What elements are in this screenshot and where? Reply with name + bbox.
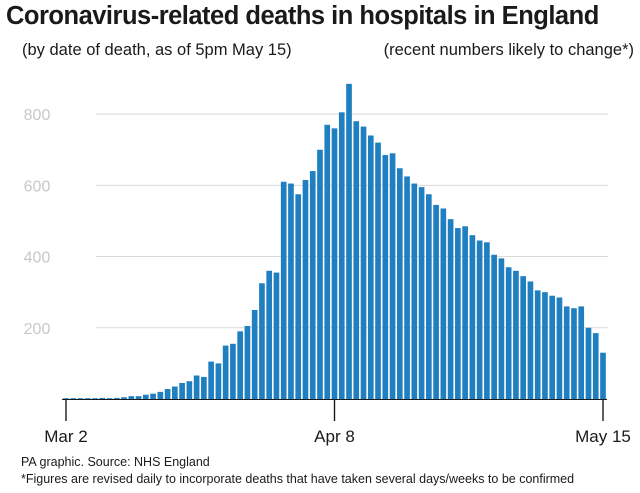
- bar-2020-04-22: [433, 204, 439, 399]
- bar-2020-05-05: [527, 281, 534, 399]
- bar-2020-04-05: [309, 171, 316, 399]
- bar-2020-05-11: [571, 308, 577, 399]
- bar-2020-03-27: [244, 325, 251, 399]
- bar-2020-05-12: [578, 306, 585, 399]
- bar-2020-03-06: [92, 398, 98, 399]
- bar-2020-04-14: [375, 142, 381, 399]
- bar-2020-03-07: [99, 397, 106, 399]
- bar-2020-04-16: [389, 153, 396, 399]
- bar-2020-04-01: [280, 181, 287, 399]
- bar-2020-04-30: [491, 254, 497, 399]
- bar-2020-03-30: [266, 270, 273, 399]
- bar-2020-03-25: [230, 343, 236, 399]
- bar-2020-05-06: [534, 290, 541, 399]
- bar-2020-03-15: [157, 391, 164, 399]
- bar-2020-04-06: [317, 149, 323, 399]
- bar-2020-04-04: [302, 179, 309, 399]
- bar-2020-04-20: [418, 187, 425, 399]
- bar-2020-03-12: [135, 396, 142, 399]
- bar-2020-05-04: [520, 276, 527, 399]
- x-axis-tick-labels: Mar 2 Apr 8 May 15: [44, 399, 631, 446]
- footnote: *Figures are revised daily to incorporat…: [21, 472, 575, 486]
- bar-2020-04-11: [353, 121, 360, 399]
- bar-2020-04-24: [447, 219, 454, 399]
- bar-2020-03-08: [106, 398, 113, 399]
- bar-2020-03-19: [186, 381, 193, 399]
- bar-2020-03-02: [63, 398, 69, 399]
- bar-2020-04-28: [476, 240, 483, 399]
- bar-2020-04-23: [440, 208, 447, 399]
- bar-2020-05-07: [542, 292, 548, 399]
- x-tick-label-0: Mar 2: [44, 427, 87, 446]
- chart-note-recent: (recent numbers likely to change*): [383, 41, 634, 59]
- y-tick-label-600: 600: [24, 178, 51, 195]
- bar-2020-03-11: [128, 396, 135, 399]
- x-tick-label-1: Apr 8: [314, 427, 355, 446]
- y-tick-label-400: 400: [24, 250, 51, 267]
- bar-2020-03-29: [259, 283, 265, 399]
- chart-subtitle: (by date of death, as of 5pm May 15): [22, 41, 292, 59]
- bar-2020-03-09: [113, 397, 120, 399]
- chart-title: Coronavirus-related deaths in hospitals …: [6, 2, 599, 30]
- bar-2020-03-16: [164, 389, 171, 399]
- bar-2020-05-09: [556, 297, 563, 399]
- bar-2020-04-18: [404, 176, 410, 399]
- bar-2020-03-14: [150, 393, 156, 399]
- bar-2020-04-29: [484, 242, 490, 399]
- bar-2020-03-23: [215, 363, 222, 399]
- y-tick-label-200: 200: [24, 321, 51, 338]
- bar-2020-03-04: [77, 398, 84, 399]
- bar-2020-05-02: [505, 267, 512, 399]
- bar-2020-03-22: [208, 361, 214, 399]
- y-tick-label-800: 800: [24, 107, 51, 124]
- bar-2020-03-21: [201, 376, 207, 399]
- bar-2020-04-19: [411, 183, 418, 399]
- bar-2020-05-01: [498, 258, 505, 399]
- bar-2020-03-31: [273, 272, 280, 399]
- bar-2020-03-03: [70, 398, 77, 399]
- bar-2020-03-24: [222, 345, 229, 399]
- bar-2020-03-26: [237, 331, 243, 399]
- bar-2020-05-13: [585, 327, 592, 399]
- bars: [63, 83, 606, 400]
- bar-2020-04-26: [462, 226, 468, 399]
- bar-2020-04-12: [360, 126, 367, 399]
- bar-2020-04-25: [455, 228, 461, 399]
- bar-2020-03-18: [179, 382, 185, 399]
- bar-2020-05-10: [563, 306, 570, 399]
- x-tick-label-2: May 15: [575, 427, 631, 446]
- bar-2020-03-13: [142, 394, 149, 399]
- bar-2020-03-28: [251, 309, 258, 399]
- bar-2020-04-13: [367, 135, 374, 399]
- bar-2020-05-15: [600, 352, 606, 399]
- bar-2020-04-08: [331, 128, 338, 399]
- bar-2020-04-17: [396, 168, 403, 399]
- bar-2020-03-20: [193, 375, 200, 399]
- bar-2020-04-27: [469, 235, 476, 399]
- source-note: PA graphic. Source: NHS England: [21, 455, 210, 469]
- bar-2020-03-05: [84, 398, 91, 399]
- bar-2020-03-10: [121, 397, 127, 399]
- bar-2020-04-02: [288, 183, 294, 399]
- bar-2020-04-15: [382, 155, 389, 399]
- bar-2020-04-07: [324, 124, 331, 400]
- bar-2020-05-14: [592, 333, 599, 399]
- bar-2020-04-03: [295, 194, 302, 399]
- bar-2020-04-10: [346, 83, 352, 399]
- bar-2020-03-17: [172, 386, 178, 399]
- gridlines: [96, 113, 608, 329]
- bar-2020-05-03: [513, 270, 519, 399]
- bar-2020-05-08: [549, 295, 556, 399]
- bar-2020-04-21: [426, 194, 432, 399]
- y-axis-tick-labels: 200 400 600 800: [24, 107, 51, 338]
- bar-2020-04-09: [338, 112, 345, 399]
